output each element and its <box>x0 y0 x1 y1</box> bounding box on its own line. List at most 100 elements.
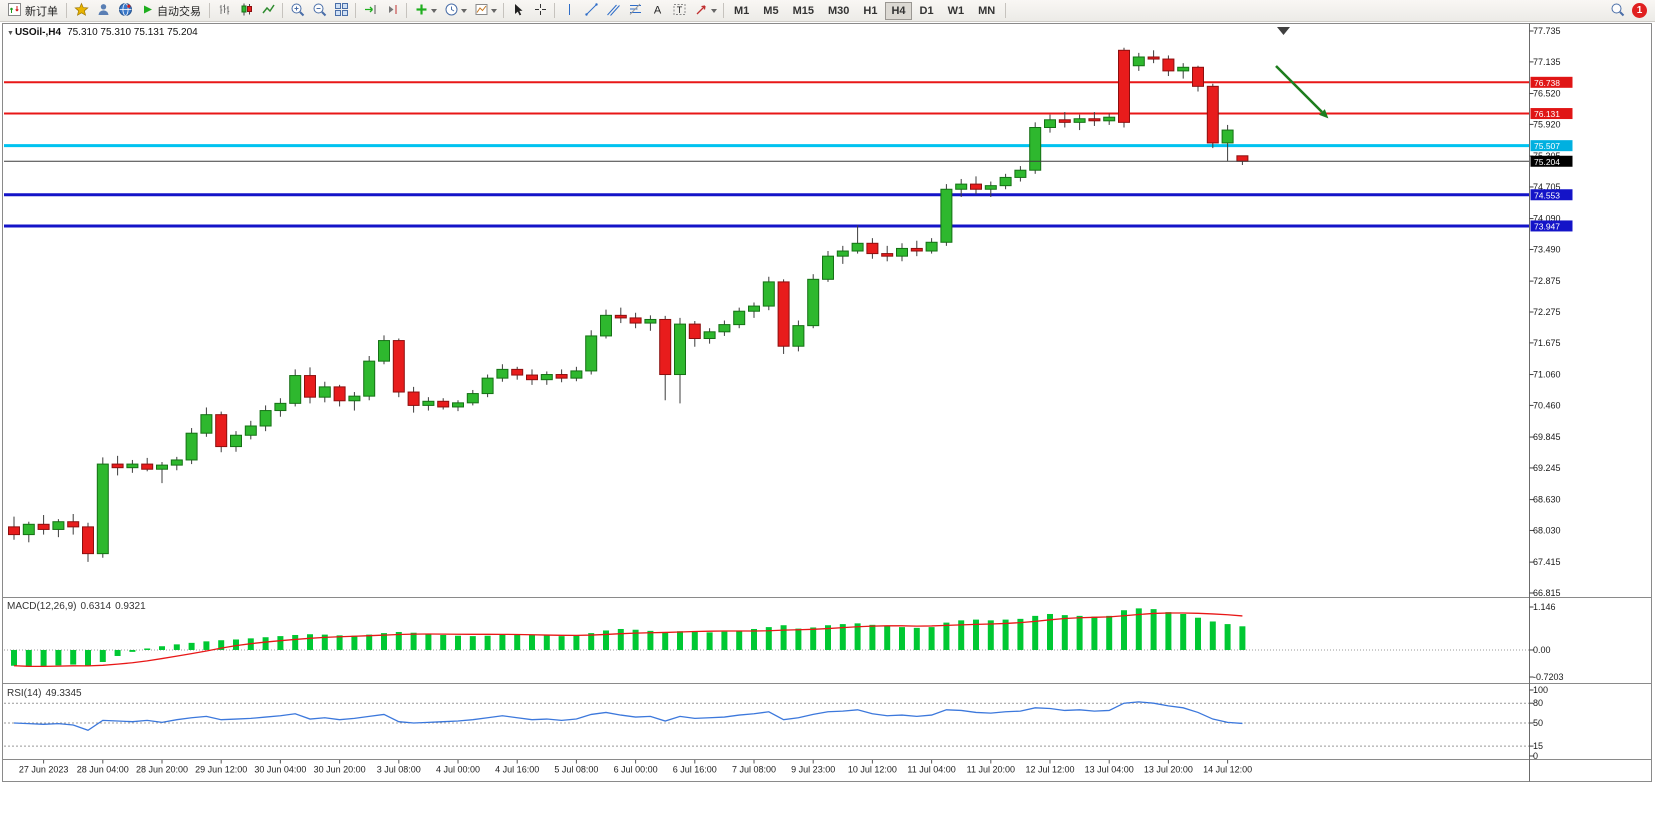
channel-tool-button[interactable] <box>602 1 624 21</box>
toolbar-separator <box>406 3 407 18</box>
zoom-in-button[interactable] <box>286 1 308 21</box>
rsi-line <box>13 701 1243 731</box>
community-button[interactable] <box>114 1 136 21</box>
tile-windows-button[interactable] <box>330 1 352 21</box>
line-chart-mode-button[interactable] <box>257 1 279 21</box>
svg-text:11 Jul 20:00: 11 Jul 20:00 <box>967 765 1015 775</box>
auto-scroll-button[interactable] <box>359 1 381 21</box>
notification-badge[interactable]: 1 <box>1632 3 1647 18</box>
arrows-tool-button[interactable] <box>690 1 720 21</box>
autotrade-label: 自动交易 <box>157 5 201 18</box>
svg-text:10 Jul 12:00: 10 Jul 12:00 <box>848 765 897 775</box>
svg-text:6 Jul 16:00: 6 Jul 16:00 <box>673 765 717 775</box>
auto-scroll-icon <box>363 2 378 20</box>
templates-button[interactable] <box>470 1 500 21</box>
rsi-label: RSI(14) 49.3345 <box>7 688 86 699</box>
svg-text:5 Jul 08:00: 5 Jul 08:00 <box>554 765 598 775</box>
symbol-period-label: USOil-,H4 <box>14 27 62 38</box>
crosshair-icon <box>533 2 548 20</box>
macd-value-main: 0.6314 <box>80 601 112 612</box>
fibonacci-icon <box>628 2 643 20</box>
svg-text:0.00: 0.00 <box>1533 645 1551 655</box>
chart-shift-marker[interactable] <box>1277 27 1290 35</box>
hline-75.507[interactable]: 75.507 <box>4 140 1573 152</box>
hline-76.738[interactable]: 76.738 <box>4 76 1573 88</box>
svg-text:15: 15 <box>1533 741 1543 751</box>
timeframe-button-m5[interactable]: M5 <box>757 2 784 20</box>
macd-panel[interactable]: 1.146 0.00 -0.7203 <box>4 602 1564 682</box>
timeframe-button-m1[interactable]: M1 <box>728 2 755 20</box>
timeframe-button-mn[interactable]: MN <box>972 2 1001 20</box>
svg-text:28 Jun 04:00: 28 Jun 04:00 <box>77 765 129 775</box>
hline-76.131[interactable]: 76.131 <box>4 108 1573 120</box>
candlestick-icon <box>239 2 254 20</box>
svg-text:50: 50 <box>1533 718 1543 728</box>
autotrade-icon <box>141 3 154 19</box>
text-tool-button[interactable]: A <box>646 1 668 21</box>
timeframe-button-d1[interactable]: D1 <box>914 2 940 20</box>
text-label-tool-button[interactable]: T <box>668 1 690 21</box>
search-button[interactable] <box>1606 1 1628 21</box>
rsi-value: 49.3345 <box>45 688 82 699</box>
current-price-marker: 75.204 <box>4 155 1573 167</box>
trendline-tool-button[interactable] <box>580 1 602 21</box>
svg-text:72.275: 72.275 <box>1533 307 1561 317</box>
timeframe-button-m15[interactable]: M15 <box>787 2 820 20</box>
zoom-out-button[interactable] <box>308 1 330 21</box>
vertical-line-tool-button[interactable] <box>558 1 580 21</box>
svg-text:11 Jul 04:00: 11 Jul 04:00 <box>907 765 955 775</box>
timeframe-button-h1[interactable]: H1 <box>857 2 883 20</box>
zoom-in-icon <box>290 2 305 20</box>
arrows-icon <box>694 2 709 20</box>
bar-chart-mode-button[interactable] <box>213 1 235 21</box>
profile-button[interactable] <box>92 1 114 21</box>
toolbar-separator <box>723 3 724 18</box>
indicators-icon <box>414 2 429 20</box>
toolbar-separator <box>66 3 67 18</box>
svg-text:3 Jul 08:00: 3 Jul 08:00 <box>377 765 421 775</box>
timeframe-button-w1[interactable]: W1 <box>942 2 971 20</box>
autotrade-button[interactable]: 自动交易 <box>136 1 206 21</box>
tile-windows-icon <box>334 2 349 20</box>
toolbar-separator <box>209 3 210 18</box>
chevron-down-icon <box>490 8 497 13</box>
cursor-button[interactable] <box>507 1 529 21</box>
svg-text:66.815: 66.815 <box>1533 588 1561 598</box>
crosshair-button[interactable] <box>529 1 551 21</box>
svg-text:67.415: 67.415 <box>1533 557 1561 567</box>
periods-button[interactable] <box>440 1 470 21</box>
favorites-button[interactable] <box>70 1 92 21</box>
svg-text:74.553: 74.553 <box>1534 190 1560 200</box>
trend-arrow-annotation[interactable] <box>1275 65 1329 119</box>
svg-text:29 Jun 12:00: 29 Jun 12:00 <box>195 765 247 775</box>
timeframe-button-m30[interactable]: M30 <box>822 2 855 20</box>
profile-icon <box>96 2 111 20</box>
svg-text:100: 100 <box>1533 685 1548 695</box>
rsi-panel[interactable]: 100 80 50 150 <box>4 685 1548 761</box>
svg-text:1.146: 1.146 <box>1533 602 1556 612</box>
community-icon <box>118 2 133 20</box>
new-order-button[interactable]: 新订单 <box>2 1 63 21</box>
time-scale[interactable]: 27 Jun 2023 28 Jun 04:00 28 Jun 20:00 29 Ju… <box>19 760 1252 775</box>
candlestick-mode-button[interactable] <box>235 1 257 21</box>
svg-text:70.460: 70.460 <box>1533 400 1561 410</box>
chart-shift-icon <box>385 2 400 20</box>
favorites-icon <box>73 2 89 20</box>
hline-73.947[interactable]: 73.947 <box>4 220 1573 232</box>
svg-text:13 Jul 20:00: 13 Jul 20:00 <box>1144 765 1193 775</box>
candles-layer[interactable] <box>8 47 1249 562</box>
vertical-line-icon <box>562 2 577 20</box>
macd-name: MACD(12,26,9) <box>7 601 77 612</box>
svg-text:76.738: 76.738 <box>1534 78 1560 88</box>
svg-text:76.520: 76.520 <box>1533 89 1561 99</box>
chart-shift-button[interactable] <box>381 1 403 21</box>
timeframe-button-h4[interactable]: H4 <box>885 2 912 20</box>
indicators-button[interactable] <box>410 1 440 21</box>
svg-text:75.204: 75.204 <box>1534 157 1560 167</box>
toolbar: 新订单 自动交易 A T M1 <box>0 0 1655 22</box>
price-scale[interactable]: 77.73577.13576.52075.92075.30574.70574.0… <box>1529 26 1561 598</box>
hline-74.553[interactable]: 74.553 <box>4 189 1573 201</box>
periods-icon <box>444 2 459 20</box>
fibonacci-tool-button[interactable] <box>624 1 646 21</box>
